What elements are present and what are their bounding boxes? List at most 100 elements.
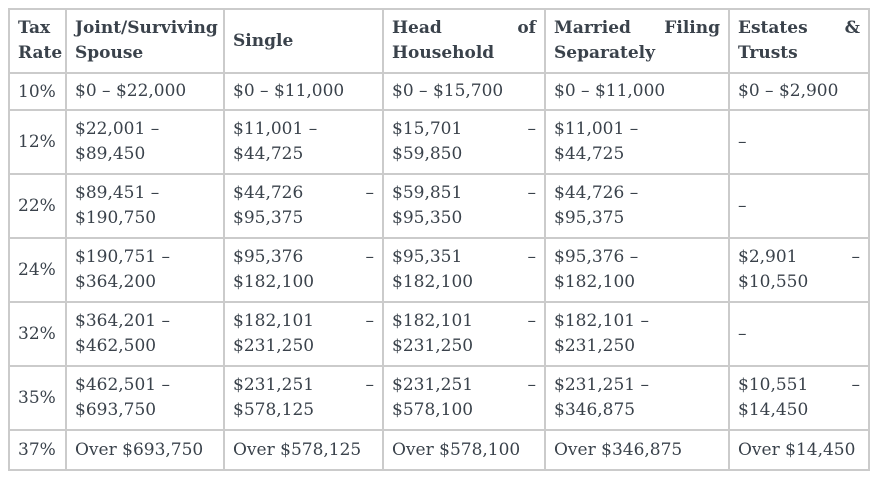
cell-line: $44,725 [554, 144, 625, 164]
cell-line: $462,500 [75, 336, 157, 356]
bracket-cell: $231,251 – $578,125 [223, 365, 384, 431]
bracket-cell: $190,751 – $364,200 [65, 237, 225, 303]
bracket-cell: $231,251 – $578,100 [382, 365, 546, 431]
bracket-cell: Over $578,125 [223, 429, 384, 471]
header-row: Tax Rate Joint/Surviving Spouse Single Head of… [8, 8, 870, 74]
cell-line: $44,726 – [554, 183, 639, 203]
table-row: 24% $190,751 – $364,200 $95,376– $182,100 $95… [8, 237, 870, 303]
cell-line: Over $578,100 [392, 439, 521, 460]
cell-line: $2,901 – [738, 245, 860, 270]
bracket-cell: $182,101 – $231,250 [223, 301, 384, 367]
cell-line: $59,850 [392, 144, 463, 164]
cell-line: Over $346,875 [554, 439, 683, 460]
cell-line: Joint/Surviving [75, 18, 218, 38]
line-right-text: of [517, 18, 536, 38]
bracket-cell: $0 – $11,000 [544, 72, 730, 111]
cell-line: $95,376 – [554, 247, 639, 267]
cell-line: $44,725 [233, 144, 304, 164]
bracket-cell: – [728, 301, 870, 367]
cell-line: $182,101 – [233, 309, 374, 334]
rate-cell: 10% [8, 72, 67, 111]
tax-brackets-table: Tax Rate Joint/Surviving Spouse Single Head of… [8, 8, 870, 471]
cell-line: $95,351 – [392, 245, 536, 270]
line-left-text: $15,701 [392, 119, 463, 139]
cell-line: $364,201 – [75, 311, 171, 331]
cell-line: $11,001 – [554, 119, 639, 139]
header-cell-tax-rate: Tax Rate [8, 8, 67, 74]
cell-line: $0 – $15,700 [392, 81, 504, 101]
bracket-cell: $462,501 – $693,750 [65, 365, 225, 431]
table-row: 10% $0 – $22,000 $0 – $11,000 $0 – $15,700 $… [8, 72, 870, 111]
rate-cell: 32% [8, 301, 67, 367]
header-cell-married-filing-separately: Married Filing Separately [544, 8, 730, 74]
line-right-text: – [527, 183, 537, 203]
bracket-cell: $44,726 – $95,375 [544, 173, 730, 239]
cell-line: $0 – $11,000 [233, 81, 345, 101]
header-cell-single: Single [223, 8, 384, 74]
bracket-cell: $59,851 – $95,350 [382, 173, 546, 239]
line-right-text: – [527, 119, 537, 139]
rate-cell: 22% [8, 173, 67, 239]
cell-line: – [738, 323, 747, 344]
cell-line: $59,851 – [392, 181, 536, 206]
bracket-cell: – [728, 109, 870, 175]
cell-line: – [738, 131, 747, 152]
bracket-cell: $2,901 – $10,550 [728, 237, 870, 303]
bracket-cell: $182,101 – $231,250 [544, 301, 730, 367]
line-right-text: – [851, 375, 861, 395]
line-right-text: – [365, 311, 375, 331]
bracket-cell: $44,726 – $95,375 [223, 173, 384, 239]
cell-line: $10,550 [738, 272, 809, 292]
cell-line: $22,001 – [75, 119, 160, 139]
line-left-text: $10,551 [738, 375, 809, 395]
line-left-text: $95,351 [392, 247, 463, 267]
cell-line: Married Filing [554, 16, 720, 41]
table-row: 37% Over $693,750 Over $578,125 Over $578,1… [8, 429, 870, 471]
cell-line: $364,200 [75, 272, 157, 292]
cell-line: $182,100 [392, 272, 474, 292]
cell-line: $15,701 – [392, 117, 536, 142]
cell-line: $462,501 – [75, 375, 171, 395]
bracket-cell: $95,351 – $182,100 [382, 237, 546, 303]
rate-cell: 37% [8, 429, 67, 471]
bracket-cell: $0 – $15,700 [382, 72, 546, 111]
cell-line: $44,726 – [233, 181, 374, 206]
bracket-cell: $231,251 – $346,875 [544, 365, 730, 431]
bracket-cell: Over $346,875 [544, 429, 730, 471]
cell-line: $231,250 [392, 336, 474, 356]
bracket-cell: $364,201 – $462,500 [65, 301, 225, 367]
rate-cell: 24% [8, 237, 67, 303]
cell-line: $182,100 [554, 272, 636, 292]
cell-line: – [738, 195, 747, 216]
bracket-cell: $182,101 – $231,250 [382, 301, 546, 367]
cell-line: $89,451 – [75, 183, 160, 203]
cell-line: $693,750 [75, 400, 157, 420]
cell-line: $231,250 [554, 336, 636, 356]
bracket-cell: $22,001 – $89,450 [65, 109, 225, 175]
line-left-text: Head [392, 18, 442, 38]
cell-line: $190,750 [75, 208, 157, 228]
cell-line: $182,100 [233, 272, 315, 292]
cell-line: Over $14,450 [738, 439, 856, 460]
line-left-text: $95,376 [233, 247, 304, 267]
bracket-cell: $0 – $2,900 [728, 72, 870, 111]
line-left-text: $44,726 [233, 183, 304, 203]
header-cell-head-of-household: Head of Household [382, 8, 546, 74]
line-left-text: $2,901 [738, 247, 798, 267]
cell-line: $578,125 [233, 400, 315, 420]
cell-line: $0 – $2,900 [738, 81, 839, 101]
cell-line: Estates & [738, 16, 860, 41]
cell-line: Over $578,125 [233, 439, 362, 460]
bracket-cell: $95,376 – $182,100 [223, 237, 384, 303]
line-right-text: & [844, 18, 860, 38]
cell-line: $231,250 [233, 336, 315, 356]
line-left-text: $231,251 [233, 375, 315, 395]
cell-line: $10,551 – [738, 373, 860, 398]
bracket-cell: $95,376 – $182,100 [544, 237, 730, 303]
cell-line: $0 – $22,000 [75, 81, 187, 101]
cell-line: Head of [392, 16, 536, 41]
cell-line: Separately [554, 43, 655, 63]
rate-cell: 12% [8, 109, 67, 175]
line-left-text: Estates [738, 18, 808, 38]
cell-line: Tax [18, 18, 51, 38]
